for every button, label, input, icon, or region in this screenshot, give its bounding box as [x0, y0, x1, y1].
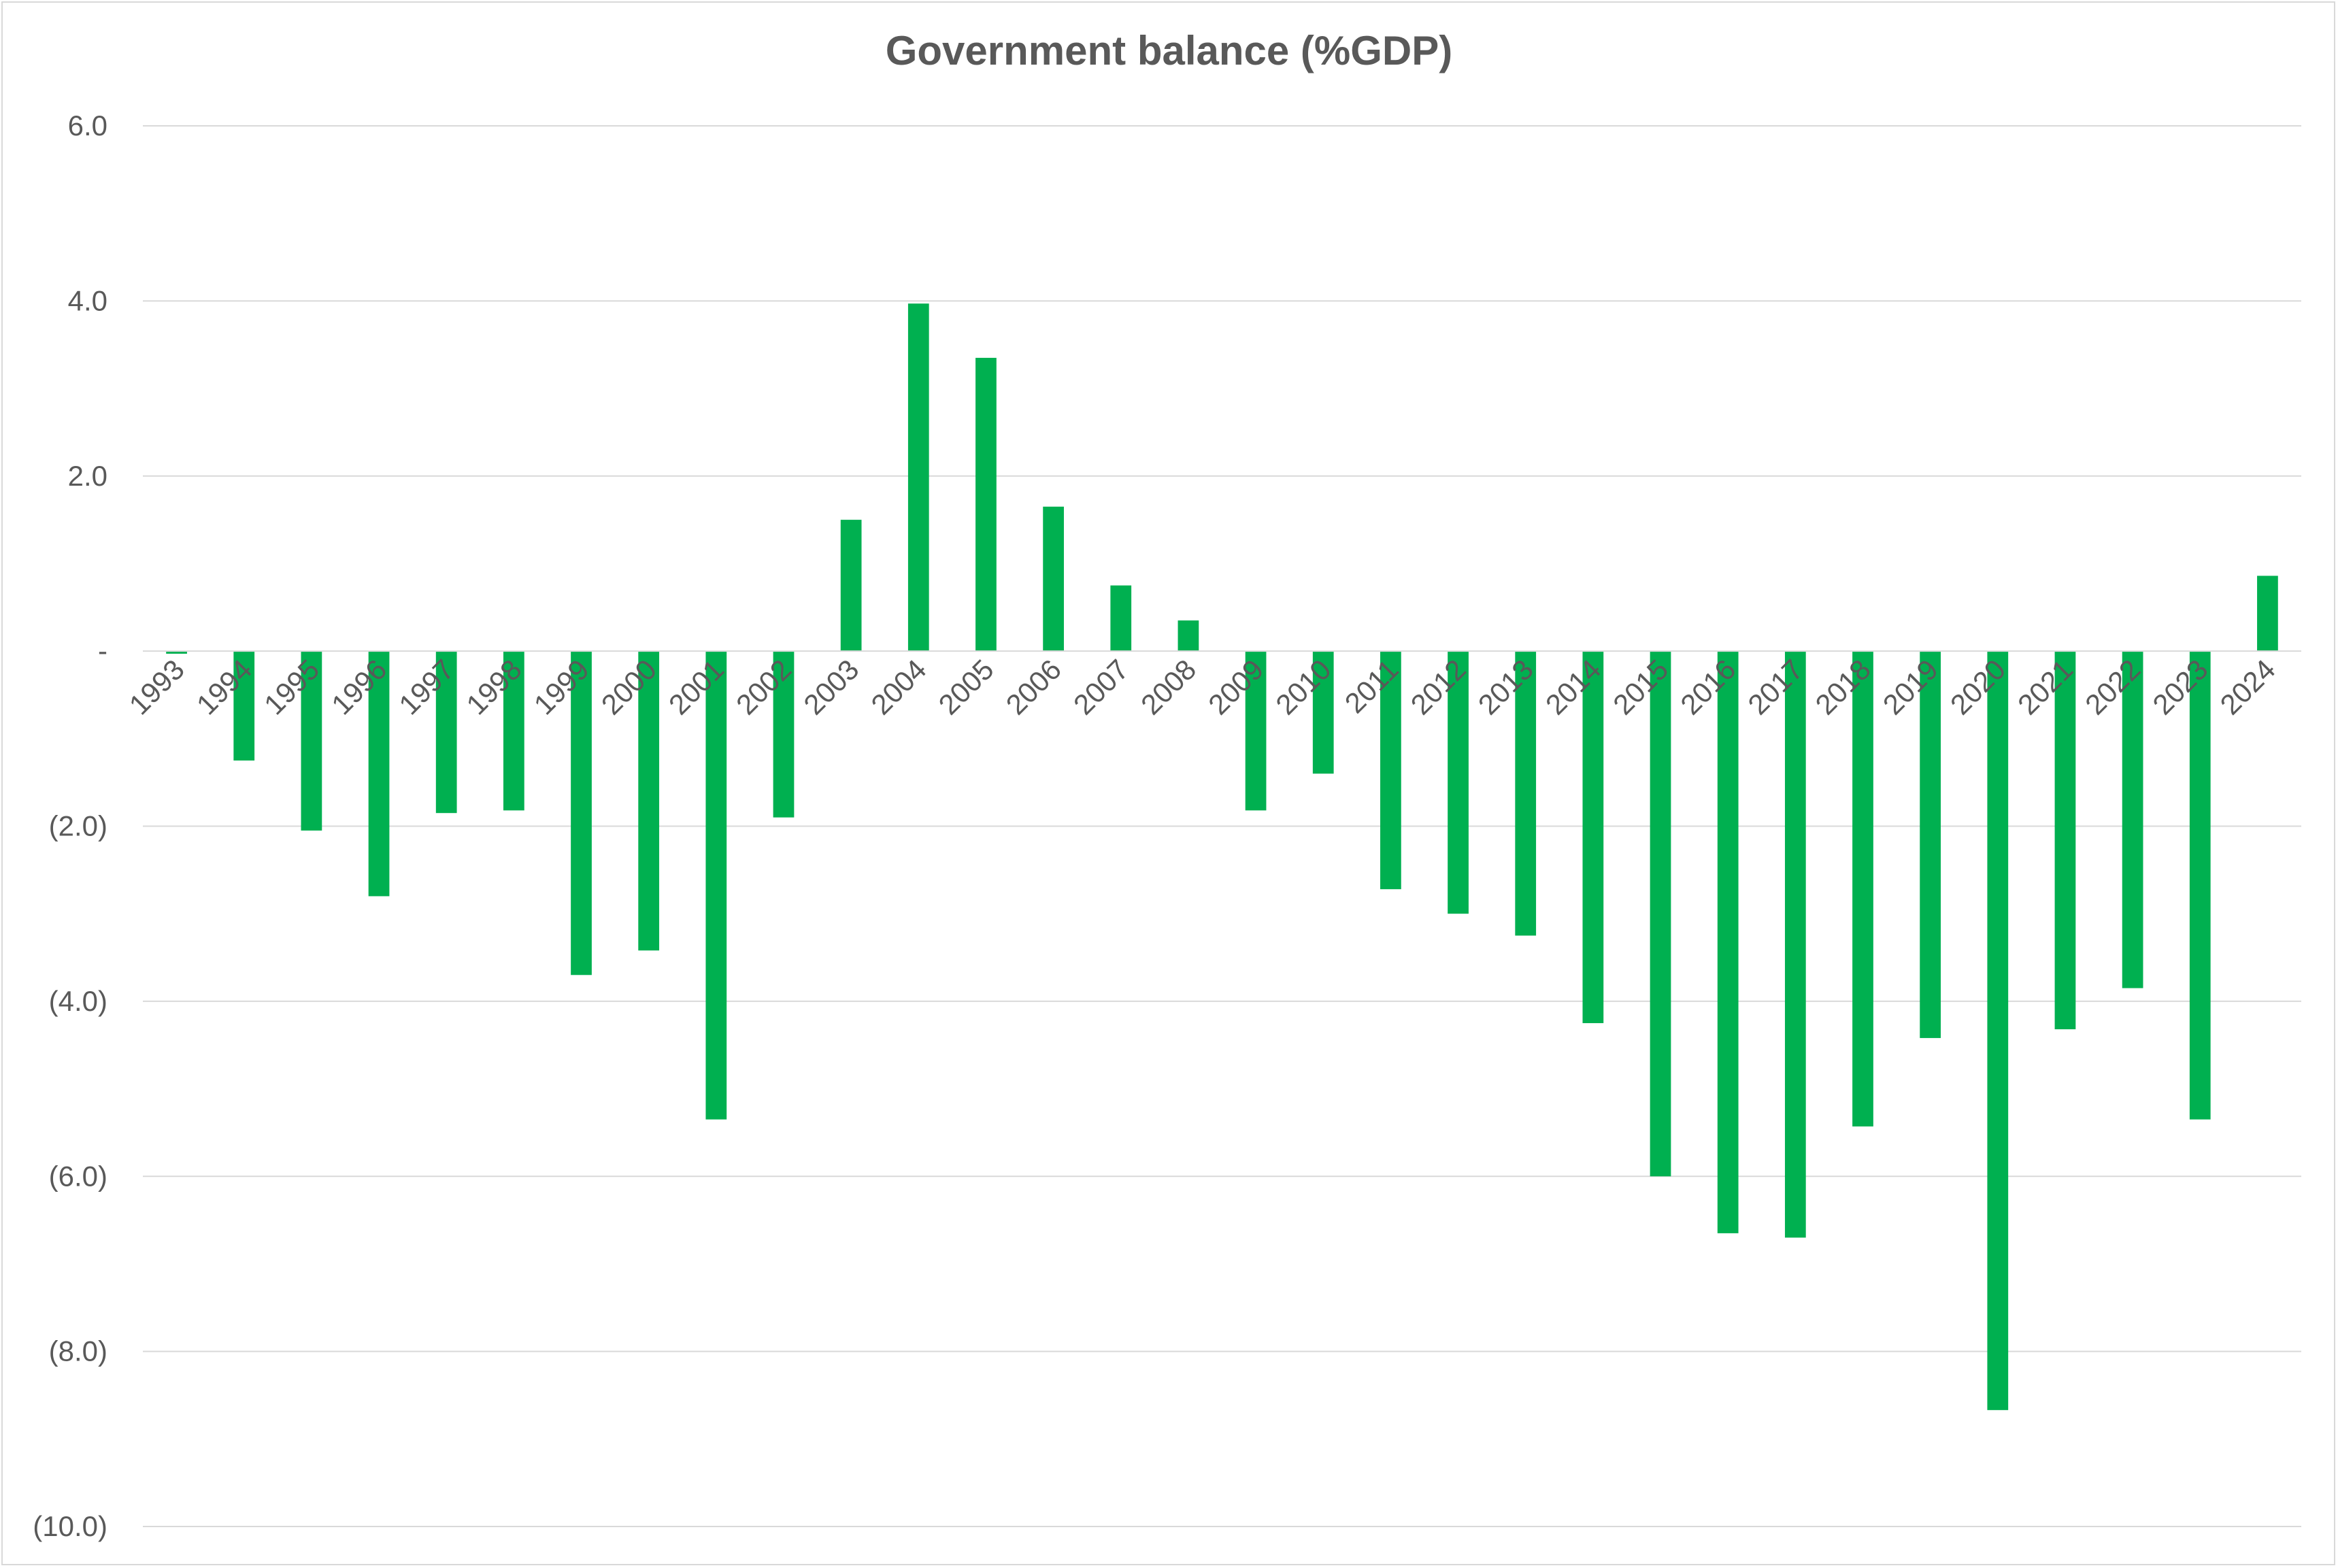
x-tick-label: 2007 — [1067, 653, 1135, 720]
bar-2023 — [2189, 651, 2211, 1120]
bar-2022 — [2122, 651, 2143, 988]
y-tick-label: (2.0) — [49, 810, 107, 842]
bar-2014 — [1582, 651, 1604, 1024]
x-tick-label: 2004 — [865, 653, 932, 720]
y-tick-label: 6.0 — [68, 110, 107, 141]
y-tick-label: - — [98, 635, 107, 667]
bar-1998 — [503, 651, 524, 811]
x-tick-label: 2005 — [933, 653, 1000, 720]
bar-2001 — [705, 651, 727, 1120]
bar-2021 — [2054, 651, 2076, 1030]
bar-2002 — [773, 651, 795, 818]
bar-2020 — [1987, 651, 2009, 1410]
y-tick-label: (6.0) — [49, 1160, 107, 1192]
x-tick-label: 2006 — [1000, 653, 1067, 720]
bar-2013 — [1515, 651, 1537, 936]
bar-2004 — [907, 303, 929, 652]
bar-2019 — [1920, 651, 1941, 1038]
y-tick-label: 2.0 — [68, 460, 107, 492]
bar-2000 — [638, 651, 660, 951]
bar-1996 — [368, 651, 390, 897]
gridlines — [143, 125, 2301, 1527]
bar-2003 — [840, 520, 862, 652]
bar-2005 — [975, 358, 997, 652]
y-tick-label: (8.0) — [49, 1335, 107, 1367]
y-tick-label: (10.0) — [33, 1510, 107, 1542]
x-tick-label: 1993 — [123, 653, 190, 720]
bar-2011 — [1380, 651, 1401, 890]
bar-2024 — [2257, 576, 2278, 652]
bar-2017 — [1784, 651, 1806, 1238]
bar-2009 — [1245, 651, 1267, 811]
y-tick-label: (4.0) — [49, 985, 107, 1017]
bar-2015 — [1650, 651, 1671, 1177]
bar-2008 — [1178, 620, 1199, 652]
bar-1997 — [435, 651, 457, 814]
bar-2016 — [1717, 651, 1739, 1233]
x-tick-label: 2008 — [1135, 653, 1202, 720]
bar-2010 — [1312, 651, 1334, 774]
x-tick-label: 2024 — [2214, 653, 2281, 720]
x-tick-label: 2003 — [797, 653, 865, 720]
y-axis-tick-labels: 6.0 4.0 2.0 - (2.0) (4.0) (6.0) (8.0) (10.0) — [33, 110, 107, 1542]
bar-1994 — [233, 651, 255, 761]
bars — [166, 303, 2278, 1410]
bar-2012 — [1448, 651, 1469, 914]
y-tick-label: 4.0 — [68, 284, 107, 316]
bar-1993 — [166, 651, 187, 654]
bar-2006 — [1043, 506, 1064, 652]
bar-2018 — [1852, 651, 1873, 1127]
bar-2007 — [1110, 585, 1132, 652]
bar-1999 — [571, 651, 592, 975]
chart-title: Government balance (%GDP) — [885, 28, 1453, 73]
bar-1995 — [301, 651, 322, 831]
